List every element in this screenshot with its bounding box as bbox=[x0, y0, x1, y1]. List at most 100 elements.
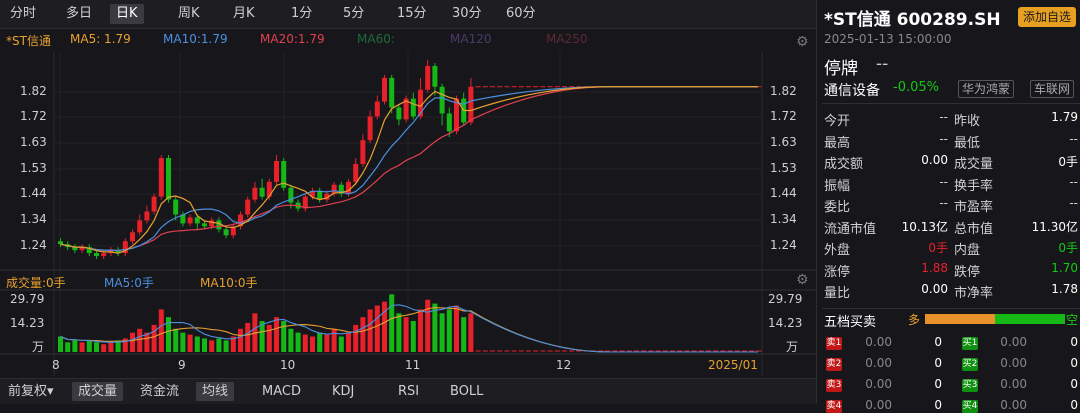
period-tab[interactable]: 日K bbox=[110, 4, 144, 24]
period-tab[interactable]: 60分 bbox=[506, 6, 536, 21]
candle-body bbox=[86, 247, 92, 254]
quote-time: 2025-01-13 15:00:00 bbox=[824, 32, 952, 46]
industry-link[interactable]: 通信设备 bbox=[824, 83, 880, 99]
kline-chart bbox=[0, 52, 816, 376]
indicator-tab[interactable]: 成交量 bbox=[72, 382, 124, 401]
volume-bar bbox=[454, 305, 459, 352]
buy-level-tag: 买3 bbox=[962, 379, 978, 392]
concept-tag-iov[interactable]: 车联网 bbox=[1030, 80, 1075, 98]
candle-body bbox=[274, 161, 279, 182]
volume-bar bbox=[158, 309, 164, 352]
indicator-tab[interactable]: RSI bbox=[398, 384, 420, 399]
concept-tag-huawei[interactable]: 华为鸿蒙 bbox=[958, 80, 1015, 98]
period-tabs: 分时 多日 日K 周K 月K 1分 5分 15分 30分 60分 bbox=[0, 0, 816, 29]
period-tab[interactable]: 1分 bbox=[291, 6, 313, 21]
sell-price: 0.00 bbox=[865, 335, 892, 349]
stat-label: 外盘 bbox=[824, 243, 851, 258]
candle-body bbox=[353, 163, 359, 182]
panel-divider bbox=[816, 0, 817, 403]
candle-body bbox=[360, 140, 366, 164]
stat-label: 换手率 bbox=[954, 178, 994, 194]
candle-body bbox=[58, 241, 63, 245]
gear-icon[interactable]: ⚙ bbox=[796, 34, 809, 50]
volume-bar bbox=[360, 317, 366, 352]
stat-value: -- bbox=[1069, 174, 1078, 189]
date-axis-label: 10 bbox=[280, 358, 296, 372]
sell-level-tag: 卖3 bbox=[826, 379, 842, 392]
volume-bar bbox=[209, 340, 215, 352]
candle-body bbox=[454, 98, 459, 132]
volume-bar bbox=[389, 294, 395, 352]
indicator-tab[interactable]: BOLL bbox=[450, 384, 484, 399]
volume-bar bbox=[223, 340, 229, 352]
stat-label: 今开 bbox=[824, 114, 851, 129]
buy-price: 0.00 bbox=[1000, 356, 1027, 370]
vol-axis-left-max: 29.79 bbox=[10, 292, 45, 306]
stat-label: 市盈率 bbox=[954, 200, 994, 215]
period-tab[interactable]: 周K bbox=[178, 6, 200, 21]
stat-value: 0手 bbox=[1058, 155, 1078, 169]
stat-value: 10.13亿 bbox=[901, 219, 948, 234]
ma5-line bbox=[60, 86, 758, 254]
volume-gear-icon[interactable]: ⚙ bbox=[796, 272, 809, 288]
orderbook-title: 五档买卖 bbox=[824, 315, 877, 330]
candle-body bbox=[396, 107, 402, 120]
volume-bar bbox=[295, 332, 301, 352]
sell-price: 0.00 bbox=[865, 356, 892, 370]
vol-axis-right-mid: 14.23 bbox=[768, 316, 803, 330]
volume-bar bbox=[151, 324, 157, 352]
stat-label: 跌停 bbox=[954, 264, 981, 280]
indicator-tab[interactable]: KDJ bbox=[332, 384, 355, 399]
candle-body bbox=[130, 232, 135, 242]
sell-price: 0.00 bbox=[865, 398, 892, 412]
volume-bar bbox=[461, 317, 467, 352]
candle-body bbox=[432, 65, 438, 87]
volume-bar bbox=[72, 340, 78, 352]
volume-bar bbox=[65, 342, 71, 352]
candle-body bbox=[324, 193, 330, 200]
price-axis-right-label: 1.53 bbox=[770, 161, 797, 175]
volume-bar bbox=[266, 324, 272, 352]
indicator-tab[interactable]: MACD bbox=[262, 384, 301, 399]
period-tab[interactable]: 5分 bbox=[343, 6, 365, 21]
volume-bar bbox=[130, 332, 135, 352]
sell-volume: 0 bbox=[934, 398, 942, 412]
add-watchlist-button[interactable]: 添加自选 bbox=[1018, 7, 1076, 27]
stat-label: 流通市值 bbox=[824, 221, 877, 237]
candle-body bbox=[151, 196, 157, 212]
stat-label: 内盘 bbox=[954, 243, 981, 258]
ma120-legend: MA120 bbox=[450, 32, 492, 46]
price-axis-left-label: 1.24 bbox=[20, 238, 47, 252]
candle-body bbox=[216, 220, 222, 230]
period-tab[interactable]: 分时 bbox=[10, 6, 37, 21]
period-tab[interactable]: 月K bbox=[233, 6, 255, 21]
volume-bar bbox=[346, 332, 351, 352]
indicator-tab[interactable]: 均线 bbox=[196, 382, 235, 401]
stat-value: 0手 bbox=[1058, 241, 1078, 255]
volume-ma10-line bbox=[60, 306, 758, 353]
candle-body bbox=[94, 253, 99, 257]
ma20-line bbox=[60, 86, 758, 252]
candle-body bbox=[310, 190, 315, 197]
sell-volume: 0 bbox=[934, 377, 942, 391]
period-tab[interactable]: 30分 bbox=[452, 6, 482, 21]
indicator-tab[interactable]: 前复权▾ bbox=[8, 384, 54, 399]
volume-bar bbox=[115, 340, 121, 352]
candle-body bbox=[418, 89, 423, 117]
stat-value: -- bbox=[939, 110, 948, 124]
volume-bar bbox=[259, 321, 265, 352]
stat-value: 1.70 bbox=[1051, 260, 1078, 275]
volume-bar bbox=[302, 334, 308, 352]
period-tab[interactable]: 多日 bbox=[66, 6, 93, 21]
volume-bar bbox=[238, 328, 243, 352]
stat-value: 0.00 bbox=[921, 282, 948, 296]
price-axis-left-label: 1.72 bbox=[20, 109, 47, 123]
indicator-tab[interactable]: 资金流 bbox=[140, 384, 180, 399]
period-tab[interactable]: 15分 bbox=[397, 6, 427, 21]
candle-body bbox=[209, 220, 215, 227]
volume-bar bbox=[403, 317, 409, 352]
candle-body bbox=[382, 77, 387, 102]
volume-bar bbox=[331, 328, 337, 352]
volume-bar bbox=[374, 305, 380, 352]
candle-body bbox=[252, 187, 258, 200]
